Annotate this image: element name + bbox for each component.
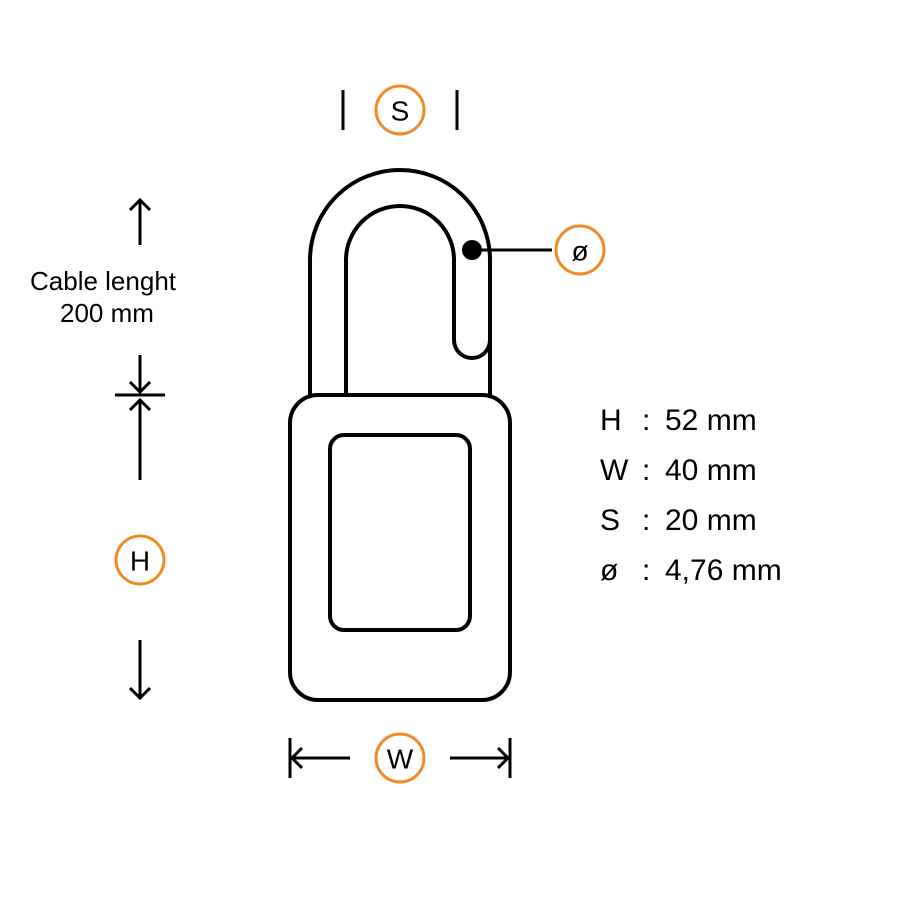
lock-body [290, 395, 510, 700]
spec-value: 4,76 mm [665, 554, 782, 587]
spec-colon: : [642, 404, 650, 437]
shackle-heel [454, 340, 490, 358]
cable-length-label-2: 200 mm [60, 298, 154, 328]
spec-label: S [600, 504, 620, 537]
spec-value: 20 mm [665, 504, 757, 537]
shackle-outer [310, 170, 490, 395]
spec-label: ø [600, 554, 618, 587]
shackle-inner [346, 206, 454, 395]
spec-value: 40 mm [665, 454, 757, 487]
diameter-dot [462, 240, 482, 260]
lock-panel [330, 435, 470, 630]
svg-text:S: S [391, 96, 410, 127]
badge-s: S [376, 86, 424, 134]
badge-diameter: ø [556, 226, 604, 274]
spec-label: H [600, 404, 622, 437]
cable-length-label-1: Cable lenght [30, 266, 177, 296]
spec-colon: : [642, 504, 650, 537]
badge-h: H [116, 536, 164, 584]
badge-w: W [376, 734, 424, 782]
svg-text:ø: ø [571, 236, 588, 267]
spec-colon: : [642, 554, 650, 587]
svg-text:H: H [130, 546, 150, 577]
spec-colon: : [642, 454, 650, 487]
svg-text:W: W [387, 744, 414, 775]
spec-value: 52 mm [665, 404, 757, 437]
spec-label: W [600, 454, 629, 487]
